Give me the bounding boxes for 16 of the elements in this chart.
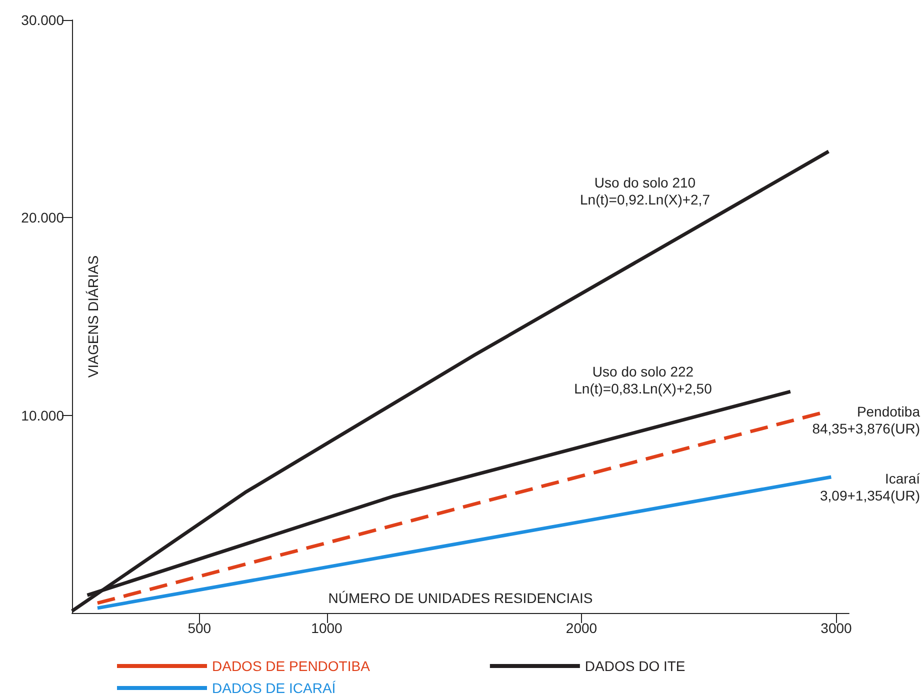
annotation: Icaraí 3,09+1,354(UR): [820, 470, 920, 504]
annotation: Pendotiba 84,35+3,876(UR): [812, 404, 920, 436]
text: DADOS DO ITE: [584, 658, 686, 674]
x-tick-label: 500: [188, 620, 212, 636]
x-tick-label: 2000: [566, 620, 598, 636]
annotation: Uso do solo 222 Ln(t)=0,83.Ln(X)+2,50: [574, 364, 712, 396]
x-axis-title: NÚMERO DE UNIDADES RESIDENCIAIS: [328, 590, 593, 606]
x-tick-label: 3000: [820, 620, 852, 636]
y-axis-title: VIAGENS DIÁRIAS: [85, 255, 101, 378]
y-tick-label: 20.000: [21, 210, 64, 226]
y-tick-label: 30.000: [21, 12, 64, 28]
annotation: Uso do solo 210 Ln(t)=0,92.Ln(X)+2,7: [580, 174, 710, 208]
y-tick-label: 10.000: [21, 407, 64, 424]
text: DADOS DE ICARAÍ: [212, 680, 336, 695]
text: DADOS DE PENDOTIBA: [212, 658, 371, 674]
x-tick-label: 1000: [311, 620, 343, 636]
